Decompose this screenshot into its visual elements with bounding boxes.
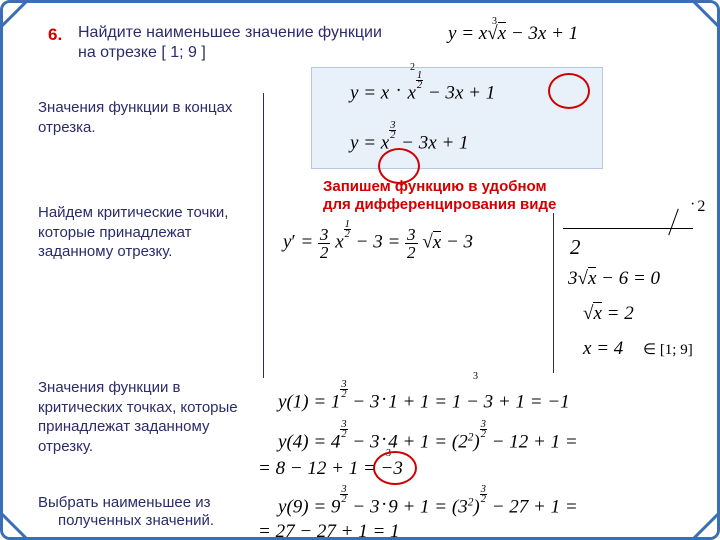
calc-y9b: = 27 − 27 + 1 = 1 xyxy=(258,521,400,540)
divider-1 xyxy=(263,93,264,378)
slide-page: 6. Найдите наименьшее значение функции н… xyxy=(0,0,720,540)
side-1: Значения функции в концах отрезка. xyxy=(38,98,238,137)
corner-tl xyxy=(0,0,27,27)
side-2: Найдем критические точки, которые принад… xyxy=(38,203,238,262)
circle-1 xyxy=(548,73,590,109)
corner-tr xyxy=(693,0,720,27)
main-formula: y = x√x − 3x + 1 3 xyxy=(448,23,578,45)
deriv-eq3: √x = 2 xyxy=(583,303,634,325)
corner-bl xyxy=(0,513,27,540)
circle-3 xyxy=(373,451,417,485)
task-number: 6. xyxy=(48,25,62,45)
box-f1: y = x · x12 − 3x + 1 2 xyxy=(350,74,495,105)
task-line2: на отрезке [ 1; 9 ] xyxy=(78,43,206,63)
red-note-2: для дифференцирования виде xyxy=(323,196,556,215)
deriv-expr: y′ = 32 x12 − 3 = 32 √x − 3 xyxy=(283,223,473,261)
calc-y4a: y(4) = 432 − 3·4 + 1 = (22)32 − 12 + 1 = xyxy=(278,423,578,454)
slash-line xyxy=(668,209,679,236)
calc-y1: y(1) = 132 − 3·1 + 1 = 1 − 3 + 1 = −1 3 xyxy=(278,383,570,414)
side-4: Выбрать наименьшее из xyxy=(38,493,268,513)
deriv-eq0-frac: 2 xyxy=(568,216,582,258)
belongs: ∈ [1; 9] xyxy=(643,340,693,359)
mult-2: ·2 xyxy=(688,198,705,216)
side-3: Значения функции в критических точках, к… xyxy=(38,378,238,456)
task-line1: Найдите наименьшее значение функции xyxy=(78,23,382,43)
side-5: полученных значений. xyxy=(58,511,288,531)
deriv-eq4: x = 4 xyxy=(583,338,623,360)
red-note-1: Запишем функцию в удобном xyxy=(323,178,547,197)
calc-y9a: y(9) = 932 − 3·9 + 1 = (32)32 − 27 + 1 = xyxy=(278,488,578,519)
corner-br xyxy=(693,513,720,540)
divider-2 xyxy=(553,213,554,373)
deriv-eq2: 3√x − 6 = 0 xyxy=(568,268,660,290)
fraction-bar xyxy=(563,228,693,229)
